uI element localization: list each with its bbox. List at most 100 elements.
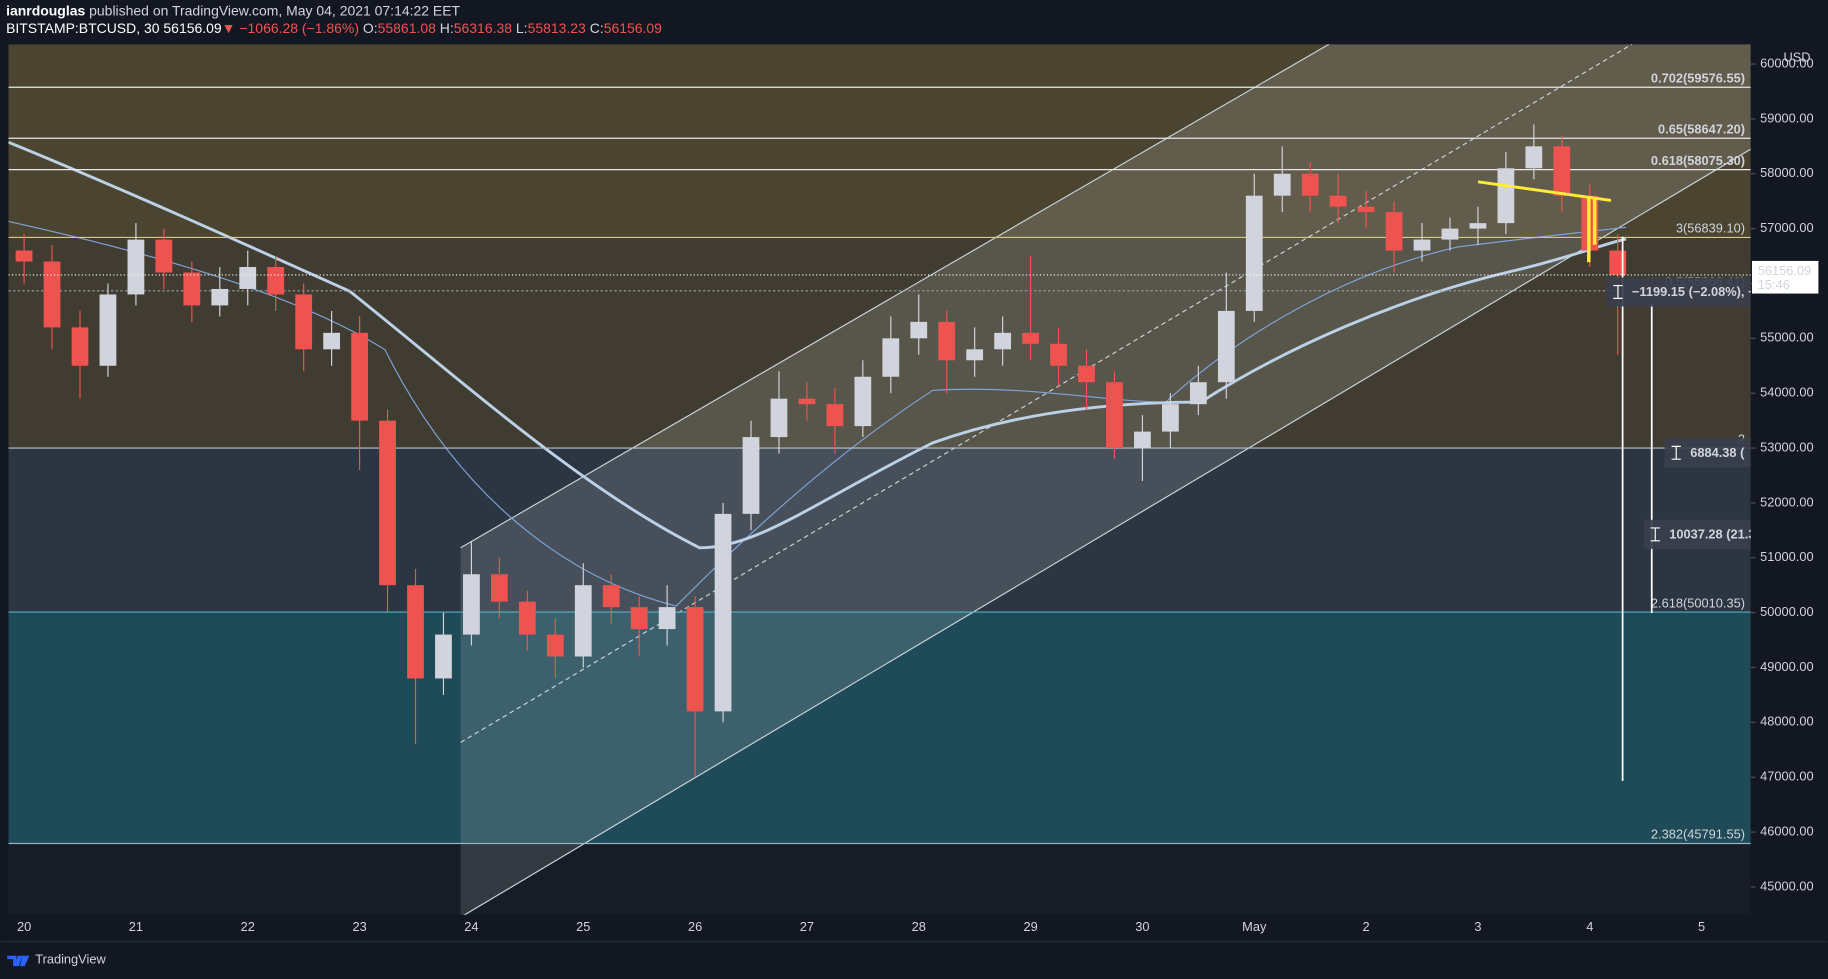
- candle-body: [742, 437, 760, 514]
- candle-body: [1413, 239, 1431, 251]
- measure-box: [1643, 519, 1751, 549]
- trend-line: [1477, 180, 1612, 202]
- zone: [8, 448, 1751, 613]
- candle-body: [127, 239, 145, 295]
- level-label: 0.702(59576.55): [1651, 70, 1745, 85]
- symbol-line: BITSTAMP:BTCUSD, 30 56156.09▼ −1066.28 (…: [6, 20, 662, 36]
- candle-body: [938, 321, 956, 361]
- y-tick-label: 55000.00: [1760, 330, 1813, 345]
- zone: [8, 612, 1751, 844]
- logo: [7, 955, 30, 967]
- candle-body: [798, 398, 816, 405]
- y-tick-label: 54000.00: [1760, 385, 1813, 400]
- y-tick-label: 58000.00: [1760, 165, 1813, 180]
- candle-body: [910, 321, 928, 339]
- candle-body: [1469, 223, 1487, 229]
- candle-body: [1134, 431, 1151, 449]
- candle-body: [1609, 250, 1627, 275]
- level-label: 2.618(50010.35): [1651, 595, 1745, 610]
- moving-average: [8, 140, 1627, 550]
- candle-body: [1078, 365, 1095, 383]
- measure-label: 6884.38 (: [1690, 445, 1745, 460]
- y-tick-label: 59000.00: [1760, 110, 1813, 125]
- candle-body: [1357, 206, 1375, 213]
- level-label: 0.65(58647.20): [1658, 121, 1745, 136]
- candle-body: [770, 398, 788, 438]
- candle-body: [1329, 195, 1347, 207]
- y-tick-label: 48000.00: [1760, 714, 1813, 729]
- candle-body: [1273, 173, 1291, 196]
- candle-body: [658, 607, 676, 630]
- candle-body: [155, 239, 173, 273]
- measure-label: −1199.15 (−2.08%), −: [1632, 284, 1756, 299]
- candle-body: [379, 420, 396, 586]
- price-countdown: 15:46: [1758, 277, 1790, 292]
- author: ianrdouglas: [6, 2, 85, 18]
- x-tick-label: 21: [129, 919, 143, 934]
- close-label: C:: [590, 20, 604, 36]
- candle-body: [1385, 212, 1403, 251]
- candle-body: [518, 601, 536, 635]
- candle-body: [546, 634, 564, 657]
- candle-body: [71, 327, 89, 366]
- candle-body: [1441, 228, 1459, 240]
- candle-body: [714, 513, 732, 712]
- x-tick-label: 20: [17, 919, 31, 934]
- time-axis: [0, 914, 1828, 979]
- candle-body: [1245, 195, 1263, 311]
- level-label: 0.618(58075.30): [1651, 153, 1745, 168]
- candle-body: [1106, 382, 1123, 449]
- candle-body: [966, 349, 984, 361]
- y-tick-label: 51000.00: [1760, 549, 1813, 564]
- candles: [15, 124, 1627, 778]
- candle-body: [490, 574, 508, 602]
- candle-body: [1553, 146, 1571, 196]
- y-tick-label: 46000.00: [1760, 823, 1813, 838]
- candle-body: [1050, 343, 1067, 366]
- y-tick-label: 49000.00: [1760, 659, 1813, 674]
- x-tick-label: 29: [1023, 919, 1037, 934]
- x-tick-label: 30: [1135, 919, 1149, 934]
- x-tick-label: 22: [241, 919, 255, 934]
- high-value: 56316.38: [454, 20, 512, 36]
- candle-body: [1525, 146, 1543, 169]
- channel-bottom: [463, 148, 1751, 915]
- candle-body: [1497, 168, 1515, 224]
- candle-body: [1217, 310, 1235, 383]
- low-value: 55813.23: [528, 20, 586, 36]
- currency: USD: [1783, 50, 1810, 65]
- candle-body: [407, 585, 424, 679]
- candle-body: [183, 272, 201, 306]
- candle-body: [602, 585, 620, 608]
- zone: [8, 44, 1751, 238]
- measure-box: [1606, 277, 1751, 307]
- zones: [8, 44, 1751, 844]
- candle-body: [323, 332, 341, 350]
- close-value: 56156.09: [604, 20, 662, 36]
- x-tick-label: 27: [800, 919, 814, 934]
- y-tick-label: 52000.00: [1760, 494, 1813, 509]
- header-line: ianrdouglas published on TradingView.com…: [6, 2, 460, 18]
- x-tick-label: May: [1242, 919, 1267, 934]
- x-tick-label: 28: [912, 919, 926, 934]
- price-axis: [1750, 44, 1828, 942]
- open-value: 55861.08: [378, 20, 436, 36]
- candle-body: [99, 294, 117, 366]
- x-tick-label: 24: [464, 919, 478, 934]
- candle-body: [43, 261, 61, 328]
- candle-body: [435, 634, 452, 679]
- candle-body: [854, 376, 872, 427]
- candle-body: [239, 267, 257, 289]
- y-tick-label: 47000.00: [1760, 769, 1813, 784]
- measure-box: [1664, 438, 1751, 468]
- candle-body: [1189, 382, 1207, 405]
- published: published on TradingView.com, May 04, 20…: [89, 2, 460, 18]
- candle-body: [1301, 173, 1319, 196]
- channel-mid: [460, 44, 1633, 743]
- low-label: L:: [516, 20, 528, 36]
- price-marker: [1751, 260, 1819, 294]
- y-tick-label: 53000.00: [1760, 439, 1813, 454]
- channel-fill: [460, 44, 1751, 915]
- open-label: O:: [363, 20, 378, 36]
